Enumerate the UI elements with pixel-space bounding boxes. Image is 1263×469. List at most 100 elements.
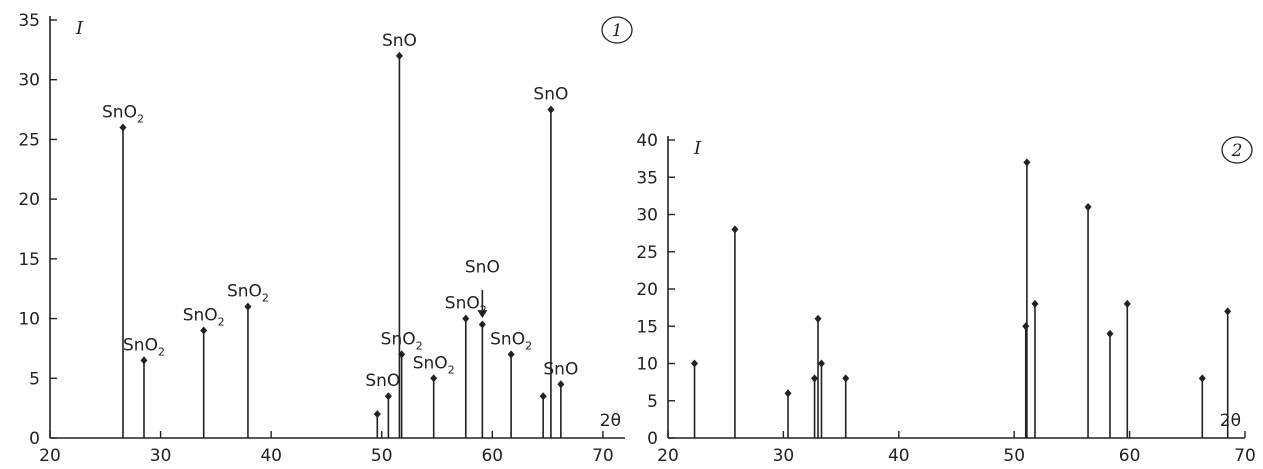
panel-number: 2: [1231, 141, 1243, 161]
x-axis-label: 2θ: [1220, 411, 1241, 431]
peak-annotation: SnO: [365, 371, 400, 391]
x-tick-label: 40: [260, 446, 282, 466]
annotation-text: SnO: [123, 335, 158, 355]
peak-annotation: SnO2: [123, 335, 165, 358]
annotation-text: SnO: [365, 371, 400, 391]
y-tick-label: 5: [29, 369, 40, 389]
x-tick-label: 30: [773, 446, 795, 466]
y-tick-label: 30: [18, 71, 40, 91]
peak-annotation: SnO: [382, 31, 417, 51]
peak-annotation: SnO: [543, 359, 578, 379]
x-tick-label: 60: [1119, 446, 1141, 466]
y-tick-label: 15: [18, 250, 40, 270]
y-tick-label: 40: [636, 131, 658, 151]
annotation-text: SnO: [183, 306, 218, 326]
y-tick-label: 25: [18, 130, 40, 150]
peak-marker: [1022, 322, 1030, 331]
peak-marker: [842, 374, 850, 383]
peak-annotation: SnO2: [102, 102, 144, 125]
annotation-subscript: 2: [158, 345, 165, 358]
peak-annotation: SnO: [533, 85, 568, 105]
peak-marker: [1031, 299, 1039, 308]
annotation-subscript: 2: [480, 304, 487, 317]
panel-number-circle: [601, 16, 633, 44]
annotation-text: SnO: [227, 282, 262, 302]
y-tick-label: 30: [636, 206, 658, 226]
peak-annotation: SnO2: [381, 329, 423, 352]
peak-marker: [1084, 203, 1092, 212]
peak-annotation: SnO: [465, 258, 500, 278]
peak-marker: [784, 389, 792, 398]
peak-annotation: SnO2: [413, 353, 455, 376]
peak-marker: [547, 105, 555, 114]
peak-marker: [140, 356, 148, 365]
peak-marker: [557, 380, 565, 389]
y-tick-label: 10: [18, 310, 40, 330]
y-tick-label: 5: [647, 392, 658, 412]
peak-annotation: SnO2: [445, 294, 487, 317]
annotation-subscript: 2: [448, 363, 455, 376]
panel-number-circle: [1221, 136, 1253, 164]
peak-annotation: SnO2: [490, 329, 532, 352]
x-tick-label: 70: [592, 446, 614, 466]
peak-marker: [384, 392, 392, 401]
y-tick-label: 20: [636, 280, 658, 300]
y-tick-label: 0: [29, 429, 40, 449]
annotation-subscript: 2: [218, 316, 225, 329]
peak-marker: [462, 314, 470, 323]
annotation-subscript: 2: [525, 339, 532, 352]
y-axis-label: I: [693, 138, 702, 159]
peak-marker: [119, 123, 127, 132]
panel-number: 1: [612, 21, 623, 41]
x-tick-label: 30: [150, 446, 172, 466]
annotation-text: SnO: [543, 359, 578, 379]
annotation-subscript: 2: [262, 292, 269, 305]
annotation-text: SnO: [102, 102, 137, 122]
annotation-text: SnO: [445, 294, 480, 314]
chart-panel-2: 20 30 40 50 60 70 0 5 10 15 20 25 30 35 40 I 2θ 2: [636, 131, 1255, 466]
arrow-head: [477, 310, 488, 319]
peak-marker: [1106, 329, 1114, 338]
peak-marker: [398, 350, 406, 359]
peak-marker: [811, 374, 819, 383]
peak-marker: [1123, 299, 1131, 308]
peak-marker: [478, 320, 486, 329]
peak-marker: [430, 374, 438, 383]
peak-marker: [691, 359, 699, 368]
peak-marker: [1023, 158, 1031, 167]
annotation-text: SnO: [382, 31, 417, 51]
annotation-text: SnO: [490, 329, 525, 349]
peak-annotation: SnO2: [183, 306, 225, 329]
peak-annotation: SnO2: [227, 282, 269, 305]
peak-marker: [395, 51, 403, 60]
annotation-subscript: 2: [137, 112, 144, 125]
y-tick-label: 15: [636, 317, 658, 337]
peak-marker: [200, 326, 208, 335]
peak-marker: [507, 350, 515, 359]
y-tick-label: 25: [636, 243, 658, 263]
x-tick-label: 50: [371, 446, 393, 466]
y-axis-label: I: [75, 18, 84, 39]
peak-marker: [244, 302, 252, 311]
annotation-subscript: 2: [416, 339, 423, 352]
y-tick-label: 35: [636, 168, 658, 188]
peak-marker: [373, 410, 381, 419]
x-tick-label: 40: [888, 446, 910, 466]
x-tick-label: 50: [1003, 446, 1025, 466]
peak-marker: [817, 359, 825, 368]
peak-marker: [731, 225, 739, 234]
x-tick-label: 60: [481, 446, 503, 466]
annotation-text: SnO: [533, 85, 568, 105]
peak-marker: [1198, 374, 1206, 383]
peak-marker: [1224, 307, 1232, 316]
x-tick-label: 20: [39, 446, 61, 466]
annotation-text: SnO: [413, 353, 448, 373]
x-tick-label: 70: [1234, 446, 1256, 466]
y-tick-label: 20: [18, 190, 40, 210]
annotation-text: SnO: [465, 258, 500, 278]
y-tick-label: 35: [18, 11, 40, 31]
y-tick-label: 10: [636, 355, 658, 375]
peak-marker: [814, 314, 822, 323]
